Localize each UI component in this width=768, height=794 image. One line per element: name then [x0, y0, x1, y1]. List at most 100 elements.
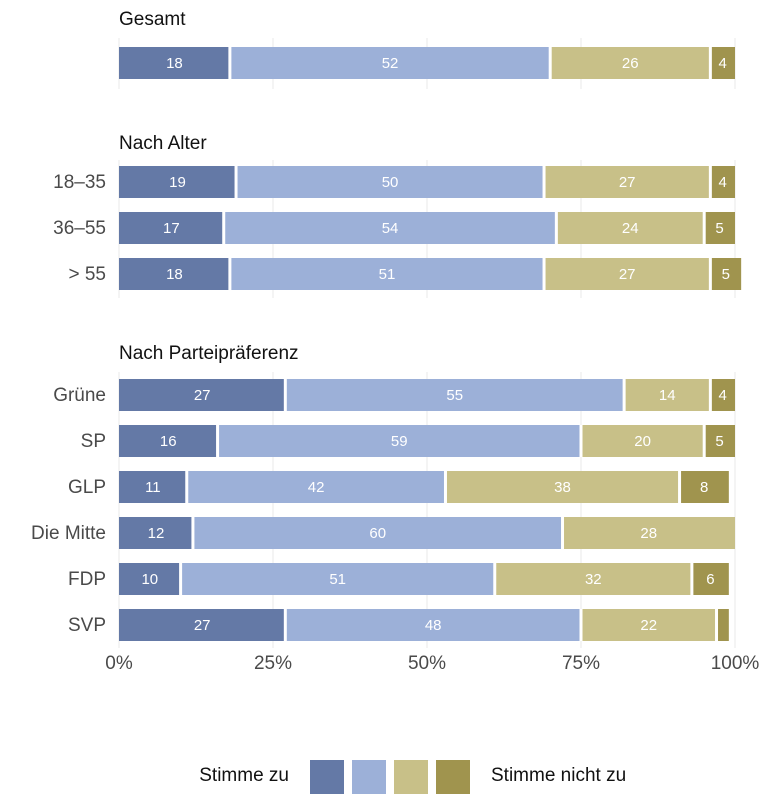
data-label: 32 — [585, 571, 602, 588]
bar-segment — [550, 47, 711, 79]
legend-swatch — [394, 760, 428, 794]
data-label: 16 — [160, 433, 177, 450]
data-label: 8 — [700, 479, 708, 496]
bar-segment — [624, 379, 711, 411]
data-label: 54 — [382, 220, 399, 237]
bar-segment — [229, 47, 551, 79]
data-label: 6 — [706, 571, 714, 588]
data-label: 24 — [622, 220, 639, 237]
data-label: 55 — [446, 387, 463, 404]
data-label: 26 — [622, 55, 639, 72]
data-label: 5 — [722, 266, 730, 283]
bar-segment — [544, 258, 711, 290]
data-label: 14 — [659, 387, 676, 404]
bar-segment — [710, 258, 742, 290]
group-title: Nach Parteipräferenz — [119, 343, 299, 364]
row-label: 36–55 — [53, 218, 106, 239]
bar-segment — [119, 47, 230, 79]
group-title: Gesamt — [119, 9, 186, 30]
data-label: 18 — [166, 55, 183, 72]
bar-segment — [119, 379, 286, 411]
x-tick-label: 50% — [408, 653, 446, 674]
bar-segment — [119, 166, 237, 198]
data-label: 10 — [141, 571, 158, 588]
bar-segment — [710, 379, 735, 411]
legend-swatch — [310, 760, 344, 794]
data-label: 42 — [308, 479, 325, 496]
data-label: 5 — [715, 433, 723, 450]
data-label: 38 — [554, 479, 571, 496]
bar-segment — [285, 379, 625, 411]
data-label: 51 — [379, 266, 396, 283]
data-label: 50 — [382, 174, 399, 191]
bar-segment — [119, 563, 181, 595]
row-label: Die Mitte — [31, 523, 106, 544]
bar-segment — [119, 212, 224, 244]
x-tick-label: 0% — [105, 653, 133, 674]
bar-segment — [704, 425, 735, 457]
row-label: > 55 — [68, 264, 106, 285]
data-label: 59 — [391, 433, 408, 450]
data-label: 27 — [619, 266, 636, 283]
data-label: 4 — [719, 387, 727, 404]
x-tick-label: 75% — [562, 653, 600, 674]
data-label: 52 — [382, 55, 399, 72]
row-label: SVP — [68, 615, 106, 636]
row-label: GLP — [68, 477, 106, 498]
group-title: Nach Alter — [119, 133, 207, 154]
bar-segment — [691, 563, 729, 595]
data-label: 4 — [719, 174, 727, 191]
data-label: 11 — [145, 479, 161, 496]
bar-segment — [710, 166, 735, 198]
data-label: 20 — [634, 433, 651, 450]
bar-segment — [716, 609, 729, 641]
x-tick-label: 25% — [254, 653, 292, 674]
row-label: SP — [81, 431, 106, 452]
row-label: 18–35 — [53, 172, 106, 193]
data-label: 48 — [425, 617, 442, 634]
data-label: 5 — [715, 220, 723, 237]
data-label: 27 — [194, 617, 211, 634]
data-label: 22 — [640, 617, 657, 634]
bar-segment — [217, 425, 581, 457]
legend-swatch — [436, 760, 470, 794]
data-label: 19 — [169, 174, 186, 191]
row-label: Grüne — [53, 385, 106, 406]
bar-segment — [562, 517, 735, 549]
legend-label-disagree: Stimme nicht zu — [491, 765, 626, 786]
x-tick-label: 100% — [711, 653, 760, 674]
bar-segment — [679, 471, 729, 503]
bar-segment — [229, 258, 545, 290]
bar-segment — [119, 471, 187, 503]
bar-segment — [494, 563, 692, 595]
bar-segment — [119, 425, 218, 457]
bar-segment — [581, 425, 705, 457]
legend-swatch — [352, 760, 386, 794]
bar-segment — [710, 47, 735, 79]
bar-segment — [556, 212, 705, 244]
data-label: 18 — [166, 266, 183, 283]
bar-segment — [119, 258, 230, 290]
data-label: 60 — [369, 525, 386, 542]
bar-segment — [223, 212, 557, 244]
bar-segment — [544, 166, 711, 198]
bar-segment — [186, 471, 446, 503]
legend-label-agree: Stimme zu — [199, 765, 289, 786]
bar-segment — [581, 609, 717, 641]
bar-segment — [285, 609, 581, 641]
bar-segment — [704, 212, 735, 244]
bar-segment — [236, 166, 545, 198]
data-label: 27 — [619, 174, 636, 191]
data-label: 51 — [329, 571, 346, 588]
row-label: FDP — [68, 569, 106, 590]
bar-segment — [445, 471, 680, 503]
data-label: 17 — [163, 220, 180, 237]
bar-segment — [192, 517, 563, 549]
bar-segment — [180, 563, 495, 595]
data-label: 27 — [194, 387, 211, 404]
bar-segment — [119, 517, 193, 549]
data-label: 28 — [640, 525, 657, 542]
data-label: 12 — [148, 525, 165, 542]
bar-segment — [119, 609, 286, 641]
